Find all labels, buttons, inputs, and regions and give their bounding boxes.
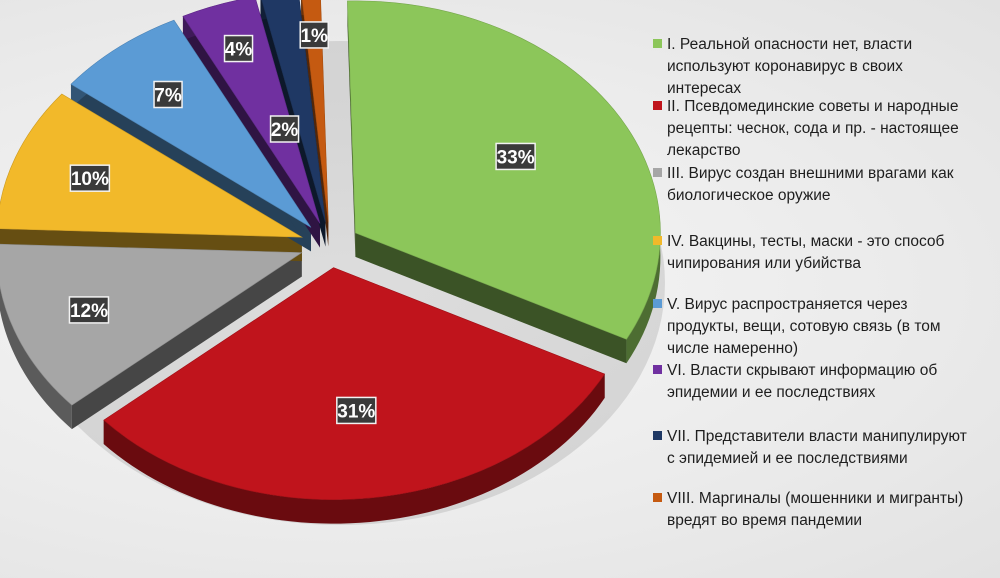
- legend-item-1: I. Реальной опасности нет, власти исполь…: [653, 34, 988, 100]
- data-label-6: 4%: [223, 34, 254, 63]
- slice-wall-3-1: [71, 252, 302, 430]
- legend-item-7: VII. Представители власти манипулируют с…: [653, 426, 988, 470]
- legend-label-7: VII. Представители власти манипулируют с…: [667, 428, 967, 467]
- data-label-box-3: [68, 296, 110, 324]
- data-label-text-4: 10%: [71, 169, 109, 190]
- legend-label-2: II. Псевдомединские советы и народные ре…: [667, 98, 959, 159]
- data-label-5: 7%: [153, 80, 183, 109]
- legend-label-4: IV. Вакцины, тесты, маски - это способ ч…: [667, 233, 945, 272]
- slice-6: [182, 0, 321, 224]
- legend-item-5: V. Вирус распространяется через продукты…: [653, 294, 988, 360]
- data-label-text-1: 33%: [497, 147, 535, 168]
- data-label-box-5: [153, 80, 183, 109]
- data-label-text-5: 7%: [154, 86, 182, 107]
- legend-label-3: III. Вирус создан внешними врагами как б…: [667, 165, 954, 204]
- legend-swatch-5: [653, 299, 662, 308]
- data-label-box-8: [299, 21, 329, 49]
- data-label-text-3: 12%: [70, 301, 108, 322]
- slice-4: [0, 93, 303, 238]
- data-label-1: 33%: [495, 142, 536, 171]
- data-label-text-2: 31%: [337, 401, 375, 422]
- slice-rim-2: [103, 374, 605, 524]
- slice-8: [301, 0, 329, 223]
- legend-label-6: VI. Власти скрывают информацию об эпидем…: [667, 362, 938, 401]
- legend-swatch-2: [653, 101, 662, 110]
- data-label-box-4: [69, 164, 111, 192]
- slice-7: [261, 0, 326, 223]
- data-label-4: 10%: [69, 164, 111, 192]
- legend-label-1: I. Реальной опасности нет, власти исполь…: [667, 36, 913, 97]
- slice-2: [103, 267, 606, 500]
- legend-swatch-4: [653, 236, 662, 245]
- legend-swatch-6: [653, 365, 662, 374]
- data-label-box-2: [336, 396, 377, 425]
- legend-swatch-7: [653, 431, 662, 440]
- data-label-box-6: [223, 34, 254, 63]
- data-label-box-1: [495, 142, 536, 171]
- slice-5: [70, 19, 312, 228]
- data-label-8: 1%: [299, 21, 329, 49]
- data-label-box-7: [269, 115, 300, 143]
- legend-item-2: II. Псевдомединские советы и народные ре…: [653, 96, 988, 162]
- data-label-2: 31%: [336, 396, 377, 425]
- slice-wall-8-1: [301, 0, 329, 247]
- data-label-text-6: 4%: [225, 40, 253, 61]
- data-label-text-7: 2%: [271, 120, 299, 141]
- legend-item-4: IV. Вакцины, тесты, маски - это способ ч…: [653, 231, 988, 275]
- legend-label-8: VIII. Маргиналы (мошенники и мигранты) в…: [667, 490, 964, 529]
- slice-rim-3: [0, 286, 72, 430]
- legend-label-5: V. Вирус распространяется через продукты…: [667, 296, 941, 357]
- legend-item-3: III. Вирус создан внешними врагами как б…: [653, 163, 988, 207]
- data-label-3: 12%: [68, 296, 110, 324]
- legend-item-6: VI. Власти скрывают информацию об эпидем…: [653, 360, 988, 404]
- legend-swatch-1: [653, 39, 662, 48]
- data-label-7: 2%: [269, 115, 300, 143]
- legend-swatch-3: [653, 168, 662, 177]
- slice-wall-1-2: [355, 232, 627, 364]
- slice-3: [0, 243, 303, 406]
- pie-labels: 33% 31% 12% 10% 7% 4% 2% 1%: [68, 21, 536, 425]
- legend-swatch-8: [653, 493, 662, 502]
- legend-item-8: VIII. Маргиналы (мошенники и мигранты) в…: [653, 488, 988, 532]
- data-label-text-8: 1%: [300, 26, 328, 47]
